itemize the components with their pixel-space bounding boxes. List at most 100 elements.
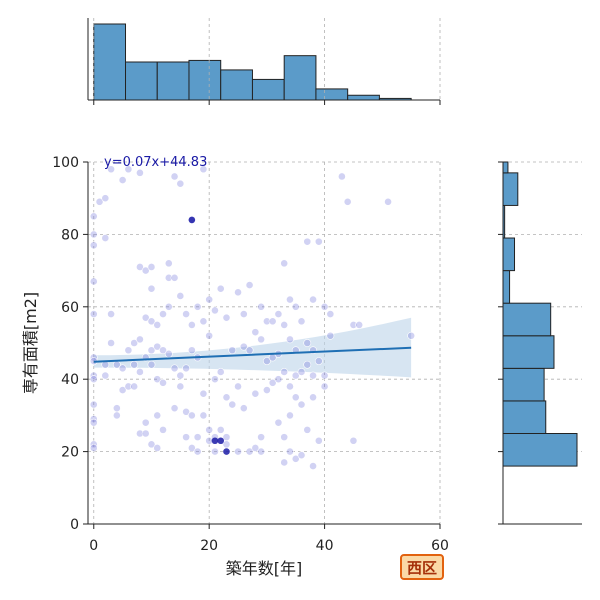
scatter-point bbox=[101, 194, 110, 203]
right-histogram-bar bbox=[502, 335, 555, 369]
regression-equation: y=0.07x+44.83 bbox=[104, 155, 207, 170]
scatter-point bbox=[124, 346, 133, 355]
scatter-point bbox=[407, 331, 416, 340]
scatter-point bbox=[187, 320, 196, 329]
scatter-point bbox=[199, 317, 208, 326]
scatter-point bbox=[118, 364, 127, 373]
scatter-point bbox=[147, 440, 156, 449]
right-histogram-bar bbox=[502, 367, 545, 402]
scatter-point bbox=[159, 310, 167, 318]
scatter-point bbox=[107, 310, 115, 318]
scatter-point bbox=[239, 404, 248, 413]
scatter-point bbox=[187, 346, 196, 355]
scatter-point bbox=[176, 382, 185, 391]
right-histogram-bar bbox=[502, 237, 516, 272]
y-tick-label: 0 bbox=[70, 517, 79, 533]
scatter-point bbox=[245, 447, 254, 456]
y-tick-label: 60 bbox=[61, 300, 79, 316]
scatter-point bbox=[216, 368, 225, 376]
scatter-point bbox=[286, 295, 294, 304]
scatter-point bbox=[124, 165, 133, 174]
scatter-point bbox=[274, 418, 283, 427]
scatter-point bbox=[338, 172, 346, 181]
scatter-point bbox=[216, 425, 225, 434]
scatter-point bbox=[130, 360, 139, 369]
scatter-point bbox=[89, 212, 98, 221]
top-histogram-bar bbox=[188, 59, 222, 101]
top-histogram bbox=[87, 18, 441, 105]
scatter-point bbox=[170, 404, 179, 413]
scatter-point bbox=[280, 433, 289, 442]
scatter-point-dense bbox=[211, 437, 219, 445]
scatter-point bbox=[147, 284, 156, 293]
scatter-point bbox=[222, 313, 231, 322]
scatter-point bbox=[349, 320, 358, 329]
scatter-point bbox=[262, 357, 271, 365]
scatter-point bbox=[222, 440, 231, 449]
scatter-point bbox=[384, 197, 392, 206]
scatter-point bbox=[309, 295, 317, 304]
scatter-point bbox=[182, 407, 190, 416]
right-histogram-bar bbox=[502, 302, 552, 337]
scatter-point bbox=[136, 335, 144, 344]
scatter-point bbox=[187, 444, 196, 452]
x-tick-label: 20 bbox=[200, 538, 218, 554]
scatter-point bbox=[112, 411, 121, 420]
scatter-point bbox=[205, 295, 214, 304]
scatter-point bbox=[101, 234, 110, 242]
scatter-point bbox=[176, 371, 185, 380]
scatter-point bbox=[222, 433, 231, 442]
scatter-point bbox=[193, 302, 202, 311]
top-histogram-bar bbox=[283, 55, 317, 101]
main-axes: 0 20 40 60 0 20 40 60 80 100 bbox=[52, 155, 449, 554]
scatter-point bbox=[234, 447, 242, 456]
top-histogram-bar bbox=[251, 78, 285, 101]
right-histogram-bar bbox=[502, 400, 547, 435]
scatter-point bbox=[147, 346, 156, 355]
scatter-point bbox=[303, 339, 312, 347]
scatter-point bbox=[309, 371, 317, 380]
scatter-point bbox=[257, 302, 266, 311]
scatter-point bbox=[136, 368, 144, 376]
scatter-point bbox=[303, 425, 312, 434]
scatter-point bbox=[170, 364, 179, 373]
top-histogram-bar bbox=[93, 23, 127, 101]
scatter-point bbox=[245, 281, 254, 289]
scatter-point bbox=[286, 411, 294, 420]
scatter-point bbox=[118, 386, 127, 394]
scatter-point bbox=[141, 266, 150, 275]
x-tick-label: 60 bbox=[431, 538, 449, 554]
scatter-point bbox=[193, 433, 202, 442]
scatter-point bbox=[182, 310, 190, 318]
scatter-point bbox=[326, 310, 335, 318]
scatter-point bbox=[291, 393, 300, 402]
scatter-point bbox=[159, 378, 167, 387]
scatter-point bbox=[118, 176, 127, 184]
scatter-point bbox=[107, 165, 115, 174]
y-tick-label: 20 bbox=[61, 445, 79, 461]
scatter-point bbox=[291, 371, 300, 380]
scatter-point bbox=[89, 241, 98, 250]
y-axis-title: 専有面積[m2] bbox=[21, 292, 40, 394]
scatter-point bbox=[211, 306, 219, 315]
scatter-point bbox=[205, 425, 214, 434]
scatter-point bbox=[297, 368, 306, 376]
scatter-point bbox=[245, 346, 254, 355]
scatter-point bbox=[291, 302, 300, 311]
scatter-point bbox=[314, 237, 323, 246]
scatter-point bbox=[274, 375, 283, 384]
scatter-point bbox=[153, 444, 162, 452]
scatter-point bbox=[211, 375, 219, 384]
scatter-point bbox=[170, 172, 179, 181]
scatter-point bbox=[251, 328, 260, 337]
scatter-point bbox=[262, 317, 271, 326]
top-histogram-bar bbox=[220, 69, 253, 101]
scatter-point bbox=[136, 168, 144, 177]
scatter-point bbox=[320, 382, 329, 391]
scatter-points bbox=[89, 165, 416, 470]
scatter-point bbox=[268, 317, 277, 326]
scatter-point bbox=[280, 368, 289, 376]
scatter-point bbox=[107, 339, 115, 347]
scatter-point bbox=[164, 259, 173, 268]
